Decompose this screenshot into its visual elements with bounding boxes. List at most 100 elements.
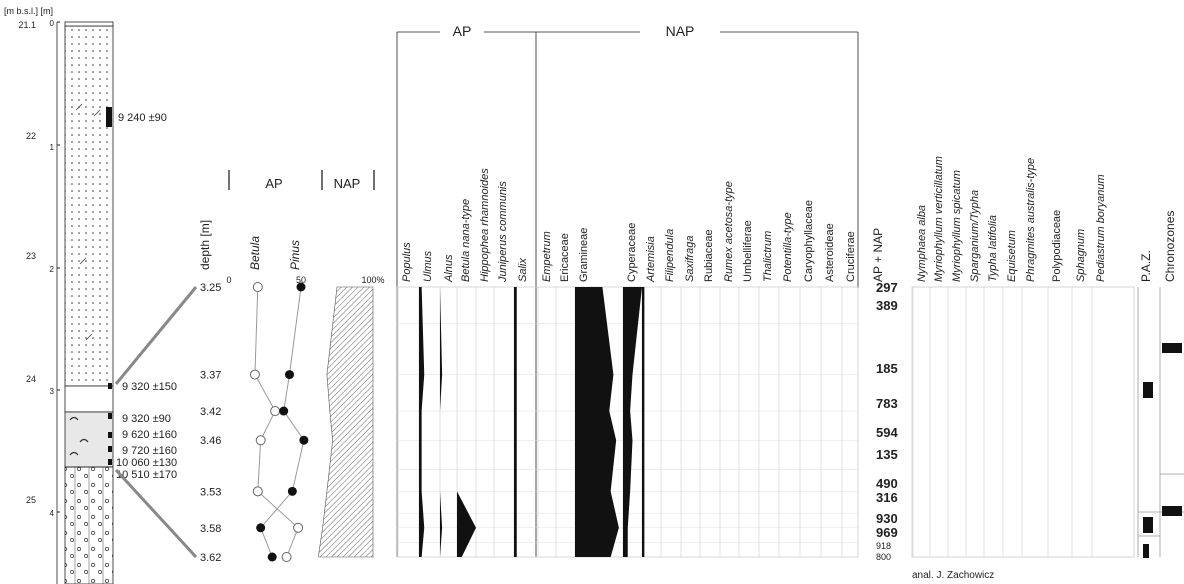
- taxon-label: Ulmus: [422, 250, 434, 282]
- core-depth-label: 0: [50, 19, 55, 28]
- nap-area: [317, 286, 374, 558]
- clay-unit: [64, 466, 114, 584]
- gyttja-unit: [64, 411, 114, 468]
- sum-value: 389: [876, 298, 898, 313]
- aquatics-panel: Nymphaea alba Myriophyllum verticillatum M…: [911, 156, 1135, 581]
- pinus-curve: [260, 286, 305, 558]
- nap-heading: NAP: [334, 176, 361, 191]
- abs-depth-label: 25: [26, 495, 36, 505]
- abs-depth-label: 24: [26, 374, 36, 384]
- pinus-point: [256, 523, 266, 533]
- sum-value: 918: [876, 541, 891, 551]
- taxa-panel: AP NAP Populus Ulmus Alnus Betula nana-type…: [396, 23, 859, 558]
- chronozone-marker: [1162, 506, 1182, 516]
- taxon-label: Hippophea rhamnoides: [479, 168, 491, 282]
- aquatic-label: Sphagnum: [1075, 229, 1087, 282]
- chronozone-marker: [1162, 343, 1182, 353]
- pinus-point: [299, 435, 309, 445]
- taxon-curve: [575, 287, 619, 557]
- betula-point: [293, 522, 304, 533]
- betula-point: [281, 552, 292, 562]
- core-depth-label: 1: [50, 143, 55, 152]
- betula-point: [252, 486, 263, 497]
- taxon-label: Cruciferae: [845, 231, 857, 282]
- taxon-label: Umbelliferae: [742, 220, 754, 282]
- aquatic-label: Sparganium/Typha: [969, 190, 981, 282]
- betula-label: Betula: [248, 236, 262, 270]
- taxon-curve: [419, 287, 425, 557]
- connector-bottom: [114, 468, 198, 559]
- zones-panel: P.A.Z. Chronozones: [1137, 211, 1184, 558]
- taxon-label: Potentilla-type: [782, 212, 794, 282]
- betula-point: [270, 406, 281, 417]
- aquatic-label: Typha latifolia: [987, 215, 999, 282]
- taxon-label: Ericaceae: [559, 233, 571, 282]
- taxon-label: Alnus: [443, 254, 455, 283]
- betula-point: [249, 369, 260, 380]
- sum-value: 969: [876, 525, 898, 540]
- axis-tick: 50: [296, 275, 306, 285]
- pinus-point: [284, 370, 294, 380]
- taxon-label: Gramineae: [578, 228, 590, 282]
- sand-unit: [64, 25, 114, 387]
- taxon-label: Populus: [401, 242, 413, 282]
- taxon-label: Salix: [517, 258, 529, 282]
- taxon-label: Artemisia: [645, 236, 657, 283]
- taxon-label: Cyperaceae: [626, 223, 638, 282]
- depth-label: depth [m]: [198, 220, 212, 270]
- betula-point: [255, 435, 266, 446]
- abs-depth-label: 21.1: [18, 20, 36, 30]
- abs-depth-label: 22: [26, 131, 36, 141]
- depth-tick-label: 3.53: [200, 486, 221, 498]
- sums-label: AP + NAP: [871, 228, 885, 282]
- radiocarbon-date: 10 510 ±170: [116, 469, 177, 481]
- taxon-label: Saxifraga: [684, 236, 696, 282]
- betula-point: [252, 282, 263, 292]
- ap-heading: AP: [265, 176, 282, 191]
- connector-top: [114, 286, 198, 385]
- taxon-label: Rumex acetosa-type: [723, 181, 735, 282]
- radiocarbon-date: 9 320 ±150: [122, 381, 177, 393]
- sum-value: 185: [876, 361, 898, 376]
- taxon-label: Juniperus communis: [497, 181, 509, 283]
- depth-tick-label: 3.37: [200, 370, 221, 382]
- nap-group-label: NAP: [666, 23, 695, 39]
- taxon-curve: [457, 287, 476, 557]
- date-sample-marker: [106, 107, 112, 127]
- credit-text: anal. J. Zachowicz: [912, 570, 994, 581]
- pinus-point: [279, 406, 289, 416]
- taxon-label: Asteroideae: [824, 223, 836, 282]
- sum-value: 930: [876, 511, 898, 526]
- ap-group-label: AP: [453, 23, 472, 39]
- core-depth-label: 4: [50, 509, 55, 518]
- pinus-point: [296, 282, 306, 292]
- chronozones-label: Chronozones: [1163, 211, 1177, 282]
- zone-marker: [1143, 517, 1153, 533]
- sum-value: 594: [876, 425, 898, 440]
- taxon-curve: [642, 287, 645, 557]
- radiocarbon-date: 10 060 ±130: [116, 457, 177, 469]
- ap-nap-panel: AP NAP depth [m] Betula Pinus 0 50 100% …: [198, 170, 385, 564]
- taxon-curve: [440, 287, 443, 557]
- aquatic-label: Nymphaea alba: [916, 205, 928, 282]
- depth-tick-label: 3.46: [200, 435, 221, 447]
- radiocarbon-date: 9 720 ±160: [122, 445, 177, 457]
- axis-tick: 0: [226, 275, 231, 285]
- sum-value: 316: [876, 490, 898, 505]
- sum-value: 297: [876, 280, 898, 295]
- taxon-label: Caryophyllaceae: [803, 200, 815, 282]
- paz-label: P.A.Z.: [1139, 250, 1153, 282]
- pinus-point: [287, 486, 297, 496]
- sum-value: 783: [876, 396, 898, 411]
- depth-tick-label: 3.62: [200, 552, 221, 564]
- radiocarbon-date: 9 620 ±160: [122, 429, 177, 441]
- core-depth-label: 2: [50, 265, 55, 274]
- radiocarbon-date: 9 240 ±90: [118, 112, 167, 124]
- pinus-point: [267, 552, 277, 562]
- aquatic-label: Phragmites australis-type: [1025, 158, 1037, 282]
- taxon-label: Rubiaceae: [703, 229, 715, 282]
- peat-unit: [64, 385, 114, 413]
- axis-tick: 100%: [361, 275, 384, 285]
- core-column: [m b.s.l.] [m] 21.1 22 23 24 25 0 1 2 3 …: [4, 6, 198, 584]
